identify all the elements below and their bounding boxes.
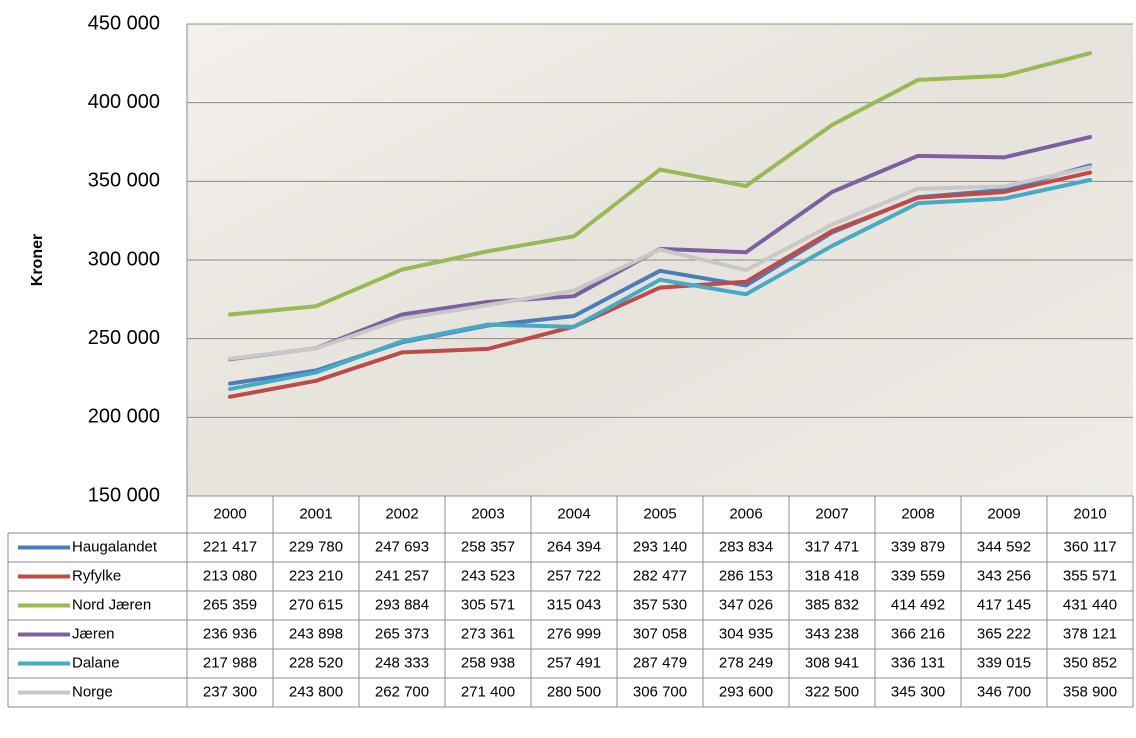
table-cell: 317 471 — [805, 538, 859, 555]
table-cell: 307 058 — [633, 625, 687, 642]
x-tick-label: 2010 — [1073, 505, 1106, 522]
table-cell: 414 492 — [891, 596, 945, 613]
x-tick-label: 2002 — [385, 505, 418, 522]
table-cell: 258 938 — [461, 654, 515, 671]
table-cell: 248 333 — [375, 654, 429, 671]
y-tick-label: 200 000 — [88, 406, 160, 428]
x-tick-label: 2009 — [987, 505, 1020, 522]
x-tick-label: 2001 — [299, 505, 332, 522]
table-cell: 322 500 — [805, 683, 859, 700]
series-line — [228, 165, 1092, 361]
table-cell: 223 210 — [289, 567, 343, 584]
table-cell: 257 722 — [547, 567, 601, 584]
x-tick-label: 2003 — [471, 505, 504, 522]
table-cell: 265 359 — [203, 596, 257, 613]
table-cell: 257 491 — [547, 654, 601, 671]
y-tick-label: 450 000 — [88, 12, 160, 34]
table-cell: 315 043 — [547, 596, 601, 613]
y-tick-label: 400 000 — [88, 91, 160, 113]
table-cell: 306 700 — [633, 683, 687, 700]
table-cell: 217 988 — [203, 654, 257, 671]
series-line — [228, 177, 1092, 392]
table-cell: 339 559 — [891, 567, 945, 584]
table-cell: 283 834 — [719, 538, 773, 555]
table-cell: 345 300 — [891, 683, 945, 700]
legend-label: Norge — [72, 683, 113, 700]
table-cell: 213 080 — [203, 567, 257, 584]
table-cell: 293 600 — [719, 683, 773, 700]
table-cell: 355 571 — [1063, 567, 1117, 584]
table-cell: 237 300 — [203, 683, 257, 700]
table-cell: 304 935 — [719, 625, 773, 642]
table-cell: 346 700 — [977, 683, 1031, 700]
y-tick-label: 150 000 — [88, 484, 160, 506]
table-cell: 287 479 — [633, 654, 687, 671]
y-axis-label: Kroner — [29, 234, 46, 286]
table-cell: 276 999 — [547, 625, 601, 642]
table-cell: 229 780 — [289, 538, 343, 555]
y-tick-label: 250 000 — [88, 327, 160, 349]
table-cell: 431 440 — [1063, 596, 1117, 613]
table-cell: 357 530 — [633, 596, 687, 613]
table-cell: 417 145 — [977, 596, 1031, 613]
table-cell: 378 121 — [1063, 625, 1117, 642]
table-cell: 228 520 — [289, 654, 343, 671]
table-cell: 236 936 — [203, 625, 257, 642]
series-line — [228, 170, 1092, 399]
y-tick-label: 300 000 — [88, 248, 160, 270]
table-cell: 270 615 — [289, 596, 343, 613]
table-cell: 339 879 — [891, 538, 945, 555]
table-cell: 271 400 — [461, 683, 515, 700]
x-tick-label: 2008 — [901, 505, 934, 522]
legend-label: Nord Jæren — [72, 596, 151, 613]
table-cell: 318 418 — [805, 567, 859, 584]
series-line — [228, 51, 1092, 317]
x-tick-label: 2004 — [557, 505, 590, 522]
table-cell: 365 222 — [977, 625, 1031, 642]
table-cell: 366 216 — [891, 625, 945, 642]
table-cell: 293 884 — [375, 596, 429, 613]
table-cell: 358 900 — [1063, 683, 1117, 700]
table-cell: 243 523 — [461, 567, 515, 584]
table-cell: 243 898 — [289, 625, 343, 642]
table-cell: 344 592 — [977, 538, 1031, 555]
x-tick-label: 2007 — [815, 505, 848, 522]
table-cell: 262 700 — [375, 683, 429, 700]
legend-label: Ryfylke — [72, 567, 121, 584]
table-cell: 280 500 — [547, 683, 601, 700]
table-cell: 241 257 — [375, 567, 429, 584]
legend-label: Haugalandet — [72, 538, 158, 555]
table-cell: 282 477 — [633, 567, 687, 584]
x-tick-label: 2006 — [729, 505, 762, 522]
table-cell: 243 800 — [289, 683, 343, 700]
table-cell: 273 361 — [461, 625, 515, 642]
table-cell: 264 394 — [547, 538, 601, 555]
table-cell: 308 941 — [805, 654, 859, 671]
x-tick-label: 2000 — [213, 505, 246, 522]
table-cell: 265 373 — [375, 625, 429, 642]
table-cell: 305 571 — [461, 596, 515, 613]
table-cell: 286 153 — [719, 567, 773, 584]
table-cell: 339 015 — [977, 654, 1031, 671]
table-cell: 221 417 — [203, 538, 257, 555]
y-tick-label: 350 000 — [88, 170, 160, 192]
table-cell: 350 852 — [1063, 654, 1117, 671]
table-cell: 385 832 — [805, 596, 859, 613]
table-cell: 278 249 — [719, 654, 773, 671]
table-cell: 343 238 — [805, 625, 859, 642]
legend-label: Jæren — [72, 625, 115, 642]
table-cell: 258 357 — [461, 538, 515, 555]
x-tick-label: 2005 — [643, 505, 676, 522]
table-cell: 293 140 — [633, 538, 687, 555]
table-cell: 360 117 — [1063, 538, 1116, 555]
table-cell: 336 131 — [891, 654, 945, 671]
table-cell: 347 026 — [719, 596, 773, 613]
legend-label: Dalane — [72, 654, 120, 671]
table-cell: 247 693 — [375, 538, 429, 555]
table-cell: 343 256 — [977, 567, 1031, 584]
